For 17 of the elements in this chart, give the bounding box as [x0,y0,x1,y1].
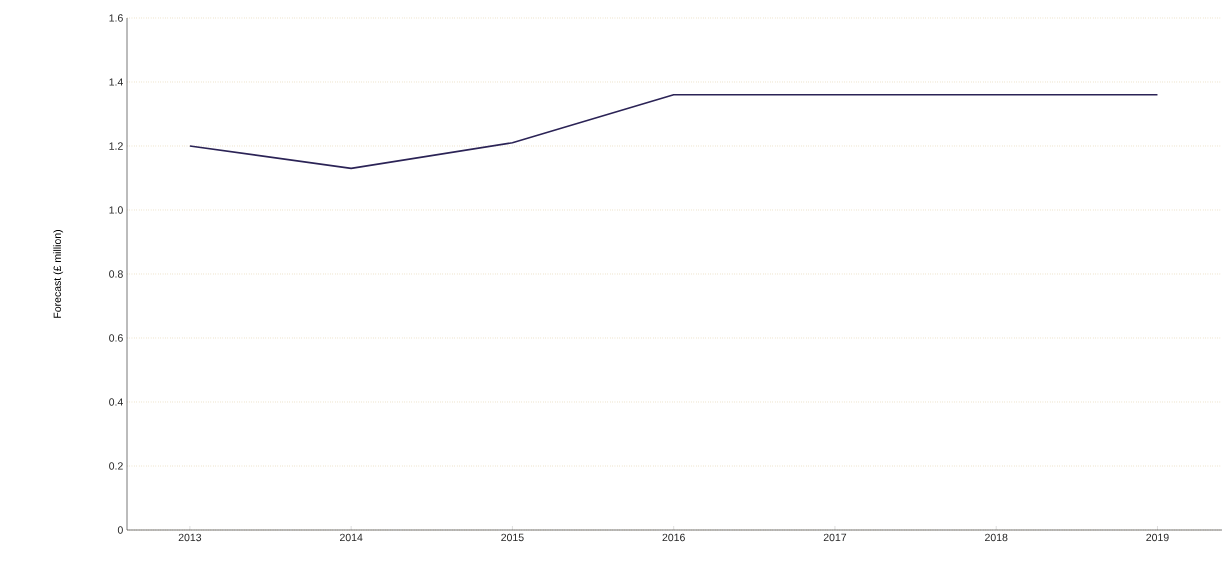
x-tick-label: 2013 [178,533,202,542]
y-tick-label: 1.6 [109,14,123,22]
y-tick-label: 0 [117,526,123,534]
x-tick-label: 2014 [340,533,363,542]
y-tick-label: 0.6 [109,334,123,342]
x-tick-label: 2015 [501,533,524,542]
x-tick-label: 2017 [823,533,847,542]
y-tick-label: 1.0 [109,206,123,214]
x-tick-label: 2019 [1146,533,1169,542]
x-tick-label: 2018 [985,533,1008,542]
y-tick-label: 1.2 [109,142,123,150]
y-tick-label: 0.4 [109,398,123,406]
y-tick-label: 0.2 [109,462,123,470]
x-tick-label: 2016 [662,533,685,542]
y-axis-title: Forecast (£ million) [53,230,64,318]
y-tick-label: 1.4 [109,78,123,86]
y-tick-label: 0.8 [109,270,123,278]
